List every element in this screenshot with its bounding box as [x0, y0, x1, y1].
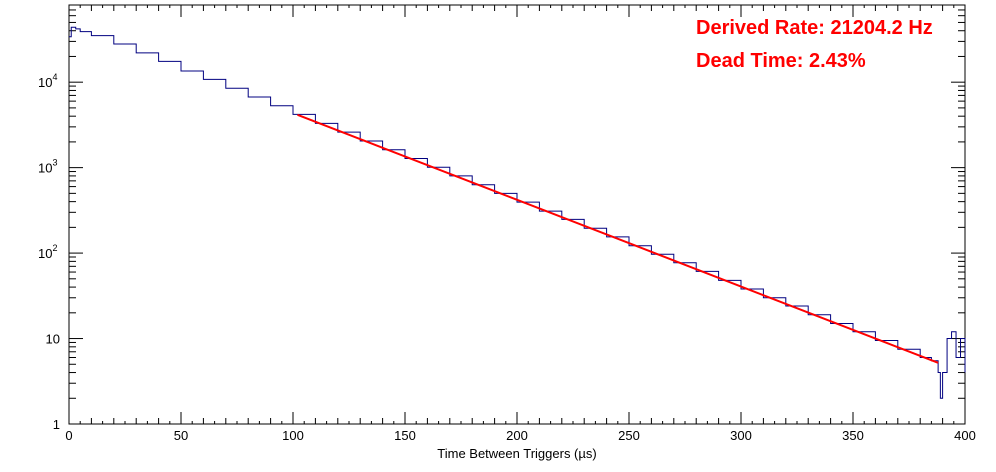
y-axis-tick-labels: 1 10 102 103 104	[38, 72, 60, 432]
y-tick-label: 103	[38, 158, 57, 176]
x-tick-label: 150	[394, 428, 416, 443]
x-axis-tick-labels: 0 50 100 150 200 250 300 350 400	[65, 428, 975, 443]
y-tick-label: 10	[46, 332, 60, 347]
plot-frame	[68, 4, 966, 425]
x-tick-label: 100	[282, 428, 304, 443]
x-tick-label: 250	[618, 428, 640, 443]
axis-ticks	[68, 4, 966, 425]
x-tick-label: 200	[506, 428, 528, 443]
x-tick-label: 50	[174, 428, 188, 443]
dead-time-annotation: Dead Time: 2.43%	[696, 50, 866, 72]
x-tick-label: 0	[65, 428, 72, 443]
x-tick-label: 350	[842, 428, 864, 443]
histogram-series	[69, 26, 966, 399]
x-tick-label: 400	[954, 428, 976, 443]
y-tick-label: 102	[38, 243, 57, 261]
x-axis-title: Time Between Triggers (µs)	[437, 446, 596, 461]
y-tick-label: 104	[38, 72, 57, 90]
derived-rate-annotation: Derived Rate: 21204.2 Hz	[696, 17, 933, 39]
x-tick-label: 300	[730, 428, 752, 443]
y-tick-label: 1	[53, 417, 60, 432]
fit-line	[297, 113, 939, 364]
